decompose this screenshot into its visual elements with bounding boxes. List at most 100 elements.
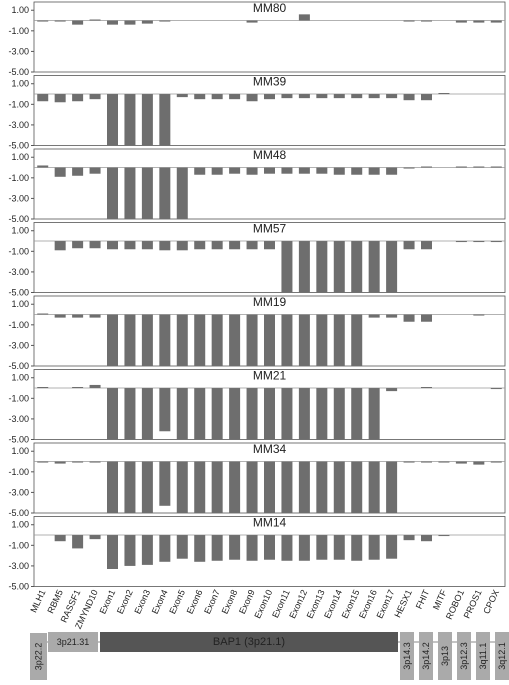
bar (159, 94, 171, 146)
y-tick-label: -3.00 (8, 340, 29, 350)
bar (281, 535, 293, 561)
bar (194, 314, 206, 366)
bar (107, 20, 118, 25)
panel-title: MM39 (253, 75, 287, 89)
bar (89, 314, 101, 318)
bar (438, 461, 450, 463)
y-tick-label: 1.00 (11, 446, 29, 456)
band-label: 3p14.2 (421, 642, 431, 670)
panel-title: MM48 (253, 148, 287, 162)
bar (298, 14, 310, 21)
bar (89, 535, 101, 540)
bar (141, 314, 153, 366)
bar (176, 94, 188, 98)
y-tick-label: 1.00 (11, 226, 29, 236)
bar (455, 461, 467, 464)
band-box (457, 632, 471, 680)
bar (473, 461, 485, 465)
y-tick-label: -1.00 (8, 173, 29, 183)
bar (124, 94, 136, 146)
bar (107, 461, 118, 513)
y-tick-label: -1.00 (8, 393, 29, 403)
bar (333, 94, 345, 99)
bar (107, 314, 118, 366)
bar (159, 241, 171, 251)
bar (107, 535, 118, 569)
x-tick-label: MITF (431, 588, 449, 612)
y-tick-label: 1.00 (11, 520, 29, 530)
band-label: BAP1 (3p21.1) (213, 636, 285, 648)
bar (403, 167, 415, 169)
bar (490, 166, 502, 168)
band-label: 3q11.1 (478, 643, 488, 670)
x-tick-label: FHIT (414, 588, 432, 611)
y-tick-label: -5.00 (8, 508, 29, 518)
bar (89, 94, 101, 100)
bar (351, 461, 363, 513)
bar (246, 167, 258, 175)
bar (455, 166, 467, 168)
bar (490, 461, 502, 463)
y-tick-label: -3.00 (8, 561, 29, 571)
bar (229, 535, 241, 560)
bar (421, 166, 432, 168)
y-tick-label: -5.00 (8, 67, 29, 77)
band-diagram: 3p22.2 3p21.31 BAP1 (3p21.1) 3p14.3 3p14.2 3p… (30, 632, 509, 680)
bar (124, 241, 136, 250)
bar (89, 241, 101, 249)
bar (211, 167, 223, 175)
bar (159, 20, 171, 22)
bar (211, 535, 223, 561)
bar (124, 314, 136, 366)
bar (124, 388, 136, 440)
band-label: 3p22.2 (34, 643, 44, 671)
bar (421, 535, 432, 542)
bar (37, 387, 49, 389)
bar (386, 241, 398, 293)
band-box (438, 632, 452, 680)
panel-frame (33, 1, 506, 73)
bar (264, 461, 275, 513)
bar (194, 388, 206, 440)
band-label: 3p13 (440, 646, 450, 666)
bar (281, 241, 293, 293)
bar (229, 94, 241, 100)
bar (37, 313, 49, 315)
bar (159, 535, 171, 562)
bar (473, 314, 485, 316)
bar (124, 167, 136, 219)
panel-title: MM21 (253, 369, 287, 383)
y-tick-label: 1.00 (11, 299, 29, 309)
bar (159, 461, 171, 506)
bar (421, 20, 432, 22)
bar (368, 94, 380, 99)
bar (281, 314, 293, 366)
bar (141, 94, 153, 146)
bar (351, 314, 363, 366)
bar (333, 314, 345, 366)
bar (351, 241, 363, 293)
bar (281, 94, 293, 99)
bar (54, 535, 66, 542)
bar (403, 461, 415, 463)
bar (316, 314, 328, 366)
bar (298, 535, 310, 561)
bar (54, 94, 66, 103)
bar (421, 314, 432, 322)
bar (368, 167, 380, 175)
bar (89, 19, 101, 21)
y-tick-label: -5.00 (8, 582, 29, 592)
bar (72, 167, 84, 176)
bar (54, 167, 66, 177)
bar (107, 167, 118, 219)
bar (141, 167, 153, 219)
bar (421, 94, 432, 101)
bar (211, 94, 223, 100)
bar (386, 388, 398, 392)
bar (246, 241, 258, 250)
bar (211, 388, 223, 440)
y-tick-label: -1.00 (8, 320, 29, 330)
panel-frame (33, 148, 506, 220)
bar (316, 461, 328, 513)
